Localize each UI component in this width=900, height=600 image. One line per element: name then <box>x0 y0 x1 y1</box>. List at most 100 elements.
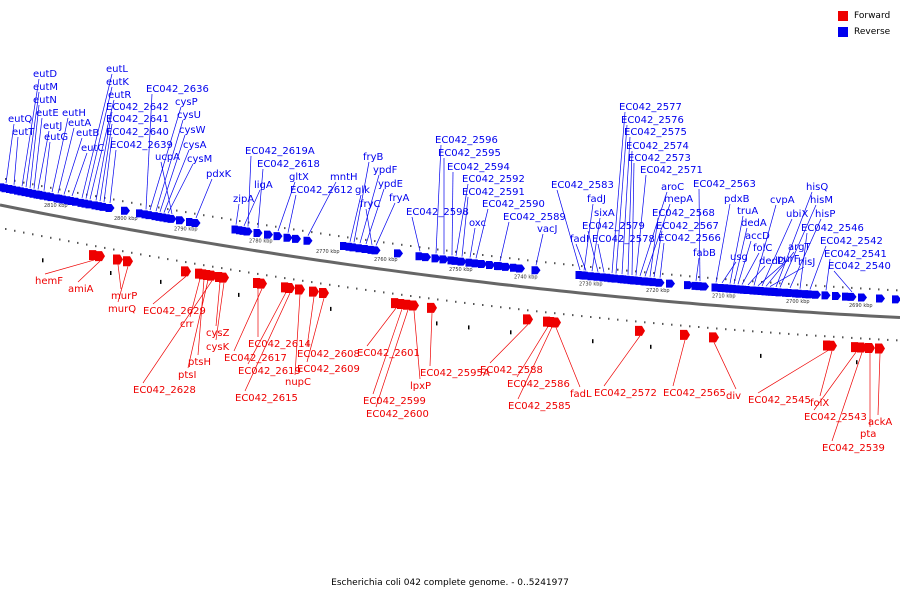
reverse-gene-feature[interactable] <box>502 262 511 271</box>
reverse-gene-feature[interactable] <box>14 186 23 195</box>
forward-gene-ec042-2588[interactable] <box>523 314 533 325</box>
forward-gene-acka[interactable] <box>875 343 885 354</box>
reverse-gene-ec042-2541[interactable] <box>821 291 831 300</box>
reverse-gene-feature[interactable] <box>0 183 7 192</box>
reverse-gene-feature[interactable] <box>422 253 431 262</box>
forward-gene-folx[interactable] <box>827 340 837 351</box>
forward-gene-ec042-2595a[interactable] <box>427 302 437 313</box>
reverse-gene-feature[interactable] <box>72 197 81 206</box>
forward-gene-ec042-2629[interactable] <box>181 266 191 277</box>
reverse-gene-feature[interactable] <box>832 291 841 300</box>
reverse-gene-connector <box>631 162 635 276</box>
forward-gene-fadl[interactable] <box>551 317 561 328</box>
reverse-gene-ec042-2618[interactable] <box>253 229 263 238</box>
reverse-gene-feature[interactable] <box>394 249 403 258</box>
reverse-gene-feature[interactable] <box>64 196 73 205</box>
forward-gene-ec042-2608[interactable] <box>309 286 319 297</box>
reverse-gene-feature[interactable] <box>812 290 821 299</box>
forward-gene-ec042-2565[interactable] <box>680 329 690 340</box>
reverse-gene-feature[interactable] <box>666 279 675 288</box>
forward-gene-label: EC042_2599 <box>363 396 426 407</box>
forward-gene-label: pta <box>860 429 876 440</box>
reverse-gene-feature[interactable] <box>186 217 195 226</box>
reverse-gene-feature[interactable] <box>264 230 273 239</box>
reverse-gene-ec042-2566[interactable] <box>655 278 665 287</box>
reverse-gene-feature[interactable] <box>792 289 801 298</box>
upper-tick <box>707 276 709 279</box>
reverse-gene-ucpa[interactable] <box>167 214 177 223</box>
lower-tick <box>23 231 25 234</box>
lower-tick <box>203 264 205 267</box>
reverse-gene-feature[interactable] <box>121 206 130 215</box>
reverse-gene-feature[interactable] <box>630 276 639 285</box>
reverse-gene-feature[interactable] <box>642 277 651 286</box>
reverse-gene-feature[interactable] <box>858 293 867 302</box>
lower-tick <box>716 327 718 330</box>
reverse-gene-feature[interactable] <box>892 295 900 304</box>
reverse-gene-label: EC042_2596 <box>435 135 498 146</box>
forward-gene-ec042-2609[interactable] <box>319 288 329 299</box>
reverse-gene-ec042-2591[interactable] <box>457 257 467 266</box>
forward-gene-ec042-2628[interactable] <box>207 270 217 281</box>
lower-tick <box>293 278 295 281</box>
forward-gene-ec042-2572[interactable] <box>635 325 645 336</box>
reverse-gene-ec042-2619a[interactable] <box>243 227 253 236</box>
reverse-gene-feature[interactable] <box>768 287 777 296</box>
reverse-gene-feature[interactable] <box>494 261 503 270</box>
forward-gene-div[interactable] <box>709 332 719 343</box>
forward-gene-label: EC042_2619 <box>238 366 301 377</box>
reverse-gene-frya[interactable] <box>371 246 381 255</box>
reverse-gene-feature[interactable] <box>842 292 851 301</box>
reverse-gene-feature[interactable] <box>486 260 495 269</box>
forward-gene-murq[interactable] <box>123 256 133 267</box>
lower-tick <box>131 251 133 254</box>
reverse-gene-connector <box>349 194 362 242</box>
forward-gene-ec042-2539[interactable] <box>857 342 867 353</box>
reverse-gene-feature[interactable] <box>292 234 301 243</box>
reverse-gene-label: EC042_2639 <box>110 140 173 151</box>
reverse-gene-gltx[interactable] <box>273 232 283 241</box>
reverse-gene-feature[interactable] <box>36 190 45 199</box>
reverse-gene-feature[interactable] <box>478 260 487 269</box>
forward-gene-murp[interactable] <box>113 254 123 265</box>
reverse-gene-feature[interactable] <box>802 290 811 299</box>
lower-tick <box>50 236 52 239</box>
reverse-gene-feature[interactable] <box>684 281 693 290</box>
reverse-gene-feature[interactable] <box>740 285 749 294</box>
upper-tick <box>788 282 790 285</box>
reverse-gene-ec042-2639[interactable] <box>105 203 115 212</box>
reverse-gene-feature[interactable] <box>136 209 145 218</box>
forward-gene-nupc[interactable] <box>295 284 305 295</box>
reverse-gene-vacj[interactable] <box>531 266 541 275</box>
reverse-gene-ec042-2596[interactable] <box>431 254 441 263</box>
reverse-gene-feature[interactable] <box>620 275 629 284</box>
forward-gene-pta[interactable] <box>865 342 875 353</box>
reverse-gene-feature[interactable] <box>722 284 731 293</box>
forward-gene-cysk[interactable] <box>219 272 229 283</box>
reverse-gene-feature[interactable] <box>516 264 525 273</box>
reverse-gene-feature[interactable] <box>782 288 791 297</box>
forward-gene-ec042-2617[interactable] <box>257 278 267 289</box>
reverse-gene-feature[interactable] <box>44 192 53 201</box>
reverse-gene-mnth[interactable] <box>303 236 313 245</box>
forward-gene-connector <box>152 276 187 305</box>
reverse-gene-label: EC042_2574 <box>626 141 689 152</box>
reverse-gene-feature[interactable] <box>56 194 65 203</box>
reverse-gene-feature[interactable] <box>236 226 245 235</box>
reverse-gene-feature[interactable] <box>6 184 15 193</box>
reverse-gene-feature[interactable] <box>604 273 613 282</box>
reverse-gene-label: eutJ <box>43 121 62 132</box>
forward-gene-label: EC042_2585 <box>508 401 571 412</box>
forward-gene-lpxp[interactable] <box>409 300 419 311</box>
upper-tick <box>563 263 565 266</box>
reverse-gene-label: EC042_2546 <box>801 223 864 234</box>
reverse-gene-feature[interactable] <box>876 294 885 303</box>
forward-gene-ec042-2615[interactable] <box>285 282 295 293</box>
reverse-gene-feature[interactable] <box>700 282 709 291</box>
reverse-gene-feature[interactable] <box>340 241 349 250</box>
reverse-gene-feature[interactable] <box>176 216 185 225</box>
reverse-gene-ec042-2595[interactable] <box>439 255 449 264</box>
reverse-gene-ec042-2612[interactable] <box>283 233 293 242</box>
forward-gene-amia[interactable] <box>95 251 105 262</box>
upper-tick <box>23 181 25 184</box>
